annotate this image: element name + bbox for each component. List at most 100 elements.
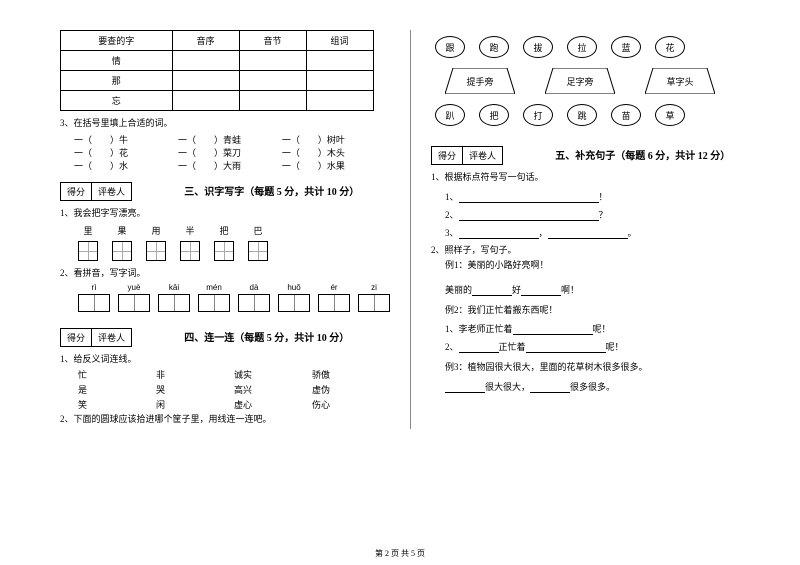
tian2-cell — [118, 294, 150, 312]
lookup-table: 要查的字 音序 音节 组词 情 那 忘 — [60, 30, 374, 111]
tian2-cell — [278, 294, 310, 312]
td: 那 — [61, 71, 173, 91]
char: 把 — [214, 224, 234, 237]
score-label: 得分 — [432, 147, 463, 164]
trapezoid: 足字旁 — [545, 68, 615, 94]
oval-char: 跳 — [567, 104, 597, 126]
oval-char: 打 — [523, 104, 553, 126]
grader-label: 评卷人 — [92, 329, 131, 346]
th: 音序 — [172, 31, 239, 51]
right-column: 跟 跑 拔 拉 蓝 花 提手旁 足字旁 草字头 趴 把 打 — [410, 30, 760, 429]
section-4-title: 四、连一连（每题 5 分，共计 10 分） — [184, 333, 349, 344]
s4-q2-title: 2、下面的圆球应该拾进哪个筐子里，用线连一连吧。 — [60, 413, 390, 427]
tian-cell — [180, 241, 200, 261]
pinyin: yuè — [118, 283, 150, 292]
q3-title: 3、在括号里填上合适的词。 — [60, 117, 390, 131]
s3-q2-title: 2、看拼音，写字词。 — [60, 267, 390, 281]
score-box: 得分 评卷人 — [431, 146, 503, 165]
pinyin: dà — [238, 283, 270, 292]
th: 要查的字 — [61, 31, 173, 51]
char-labels: 里 果 用 半 把 巴 — [78, 224, 390, 237]
th: 音节 — [239, 31, 306, 51]
fill-item: 一（ ）青蛙 — [178, 133, 276, 146]
oval-char: 苗 — [611, 104, 641, 126]
s3-q1-title: 1、我会把字写漂亮。 — [60, 207, 390, 221]
tian2-cell — [78, 294, 110, 312]
oval-row-bottom: 趴 把 打 跳 苗 草 — [435, 104, 760, 126]
pinyin: huǒ — [278, 283, 310, 292]
grader-label: 评卷人 — [463, 147, 502, 164]
pinyin: zi — [358, 283, 390, 292]
char: 用 — [146, 224, 166, 237]
fill-item: 一（ ）树叶 — [282, 133, 380, 146]
fill-item: 一（ ）水果 — [282, 159, 380, 172]
q3-items: 一（ ）牛 一（ ）青蛙 一（ ）树叶 一（ ）花 一（ ）菜刀 一（ ）木头 … — [60, 133, 390, 172]
page-footer: 第 2 页 共 5 页 — [0, 548, 800, 559]
oval-char: 花 — [655, 36, 685, 58]
tian-cell — [146, 241, 166, 261]
pinyin: kāi — [158, 283, 190, 292]
fill-line: 2、？ — [445, 208, 760, 221]
score-label: 得分 — [61, 183, 92, 200]
fill-line: 3、，。 — [445, 226, 760, 239]
fill-item: 一（ ）花 — [74, 146, 172, 159]
fill-item: 一（ ）大雨 — [178, 159, 276, 172]
pinyin: mén — [198, 283, 230, 292]
tian-cell — [248, 241, 268, 261]
oval-char: 跑 — [479, 36, 509, 58]
grader-label: 评卷人 — [92, 183, 131, 200]
score-box: 得分 评卷人 — [60, 182, 132, 201]
char: 里 — [78, 224, 98, 237]
tian2-row — [78, 294, 390, 312]
fill-item: 一（ ）牛 — [74, 133, 172, 146]
score-box: 得分 评卷人 — [60, 328, 132, 347]
oval-char: 蓝 — [611, 36, 641, 58]
oval-char: 趴 — [435, 104, 465, 126]
pinyin: ér — [318, 283, 350, 292]
tian2-cell — [198, 294, 230, 312]
tian2-cell — [358, 294, 390, 312]
char: 半 — [180, 224, 200, 237]
s5-q2-title: 2、照样子，写句子。 — [431, 244, 760, 258]
section-3-title: 三、识字写字（每题 5 分，共计 10 分） — [184, 187, 359, 198]
trapezoid: 提手旁 — [445, 68, 515, 94]
match-row: 笑闲虚心伤心 — [78, 398, 390, 411]
fill-line: 1、！ — [445, 190, 760, 203]
fill-item: 一（ ）木头 — [282, 146, 380, 159]
char: 果 — [112, 224, 132, 237]
fill-item: 一（ ）水 — [74, 159, 172, 172]
fill-line: 很大很大，很多很多。 — [445, 380, 760, 393]
fill-item: 一（ ）菜刀 — [178, 146, 276, 159]
tian2-cell — [318, 294, 350, 312]
td: 忘 — [61, 91, 173, 111]
example-1: 例1：美丽的小路好亮啊！ — [431, 259, 760, 273]
tian-cell — [214, 241, 234, 261]
tian-cell — [78, 241, 98, 261]
left-column: 要查的字 音序 音节 组词 情 那 忘 3、在括号里填上合适的词。 一（ ）牛 … — [60, 30, 410, 429]
oval-char: 草 — [655, 104, 685, 126]
th: 组词 — [306, 31, 373, 51]
pinyin: rì — [78, 283, 110, 292]
oval-row-top: 跟 跑 拔 拉 蓝 花 — [435, 36, 760, 58]
fill-line: 2、正忙着呢！ — [445, 340, 760, 353]
tian-grid-row — [78, 241, 390, 261]
oval-char: 把 — [479, 104, 509, 126]
char: 巴 — [248, 224, 268, 237]
example-3: 例3：植物园很大很大，里面的花草树木很多很多。 — [431, 361, 760, 375]
trapezoid-row: 提手旁 足字旁 草字头 — [445, 68, 760, 94]
section-5-title: 五、补充句子（每题 6 分，共计 12 分） — [555, 151, 730, 162]
fill-line: 1、李老师正忙着呢！ — [445, 322, 760, 335]
s4-q1-title: 1、给反义词连线。 — [60, 353, 390, 367]
tian-cell — [112, 241, 132, 261]
oval-char: 拔 — [523, 36, 553, 58]
example-2: 例2：我们正忙着搬东西呢！ — [431, 304, 760, 318]
oval-char: 跟 — [435, 36, 465, 58]
tian2-cell — [238, 294, 270, 312]
oval-char: 拉 — [567, 36, 597, 58]
score-label: 得分 — [61, 329, 92, 346]
td: 情 — [61, 51, 173, 71]
pinyin-row: rì yuè kāi mén dà huǒ ér zi — [78, 283, 390, 292]
match-row: 忙非诚实骄傲 — [78, 368, 390, 381]
tian2-cell — [158, 294, 190, 312]
match-row: 是哭高兴虚伪 — [78, 383, 390, 396]
